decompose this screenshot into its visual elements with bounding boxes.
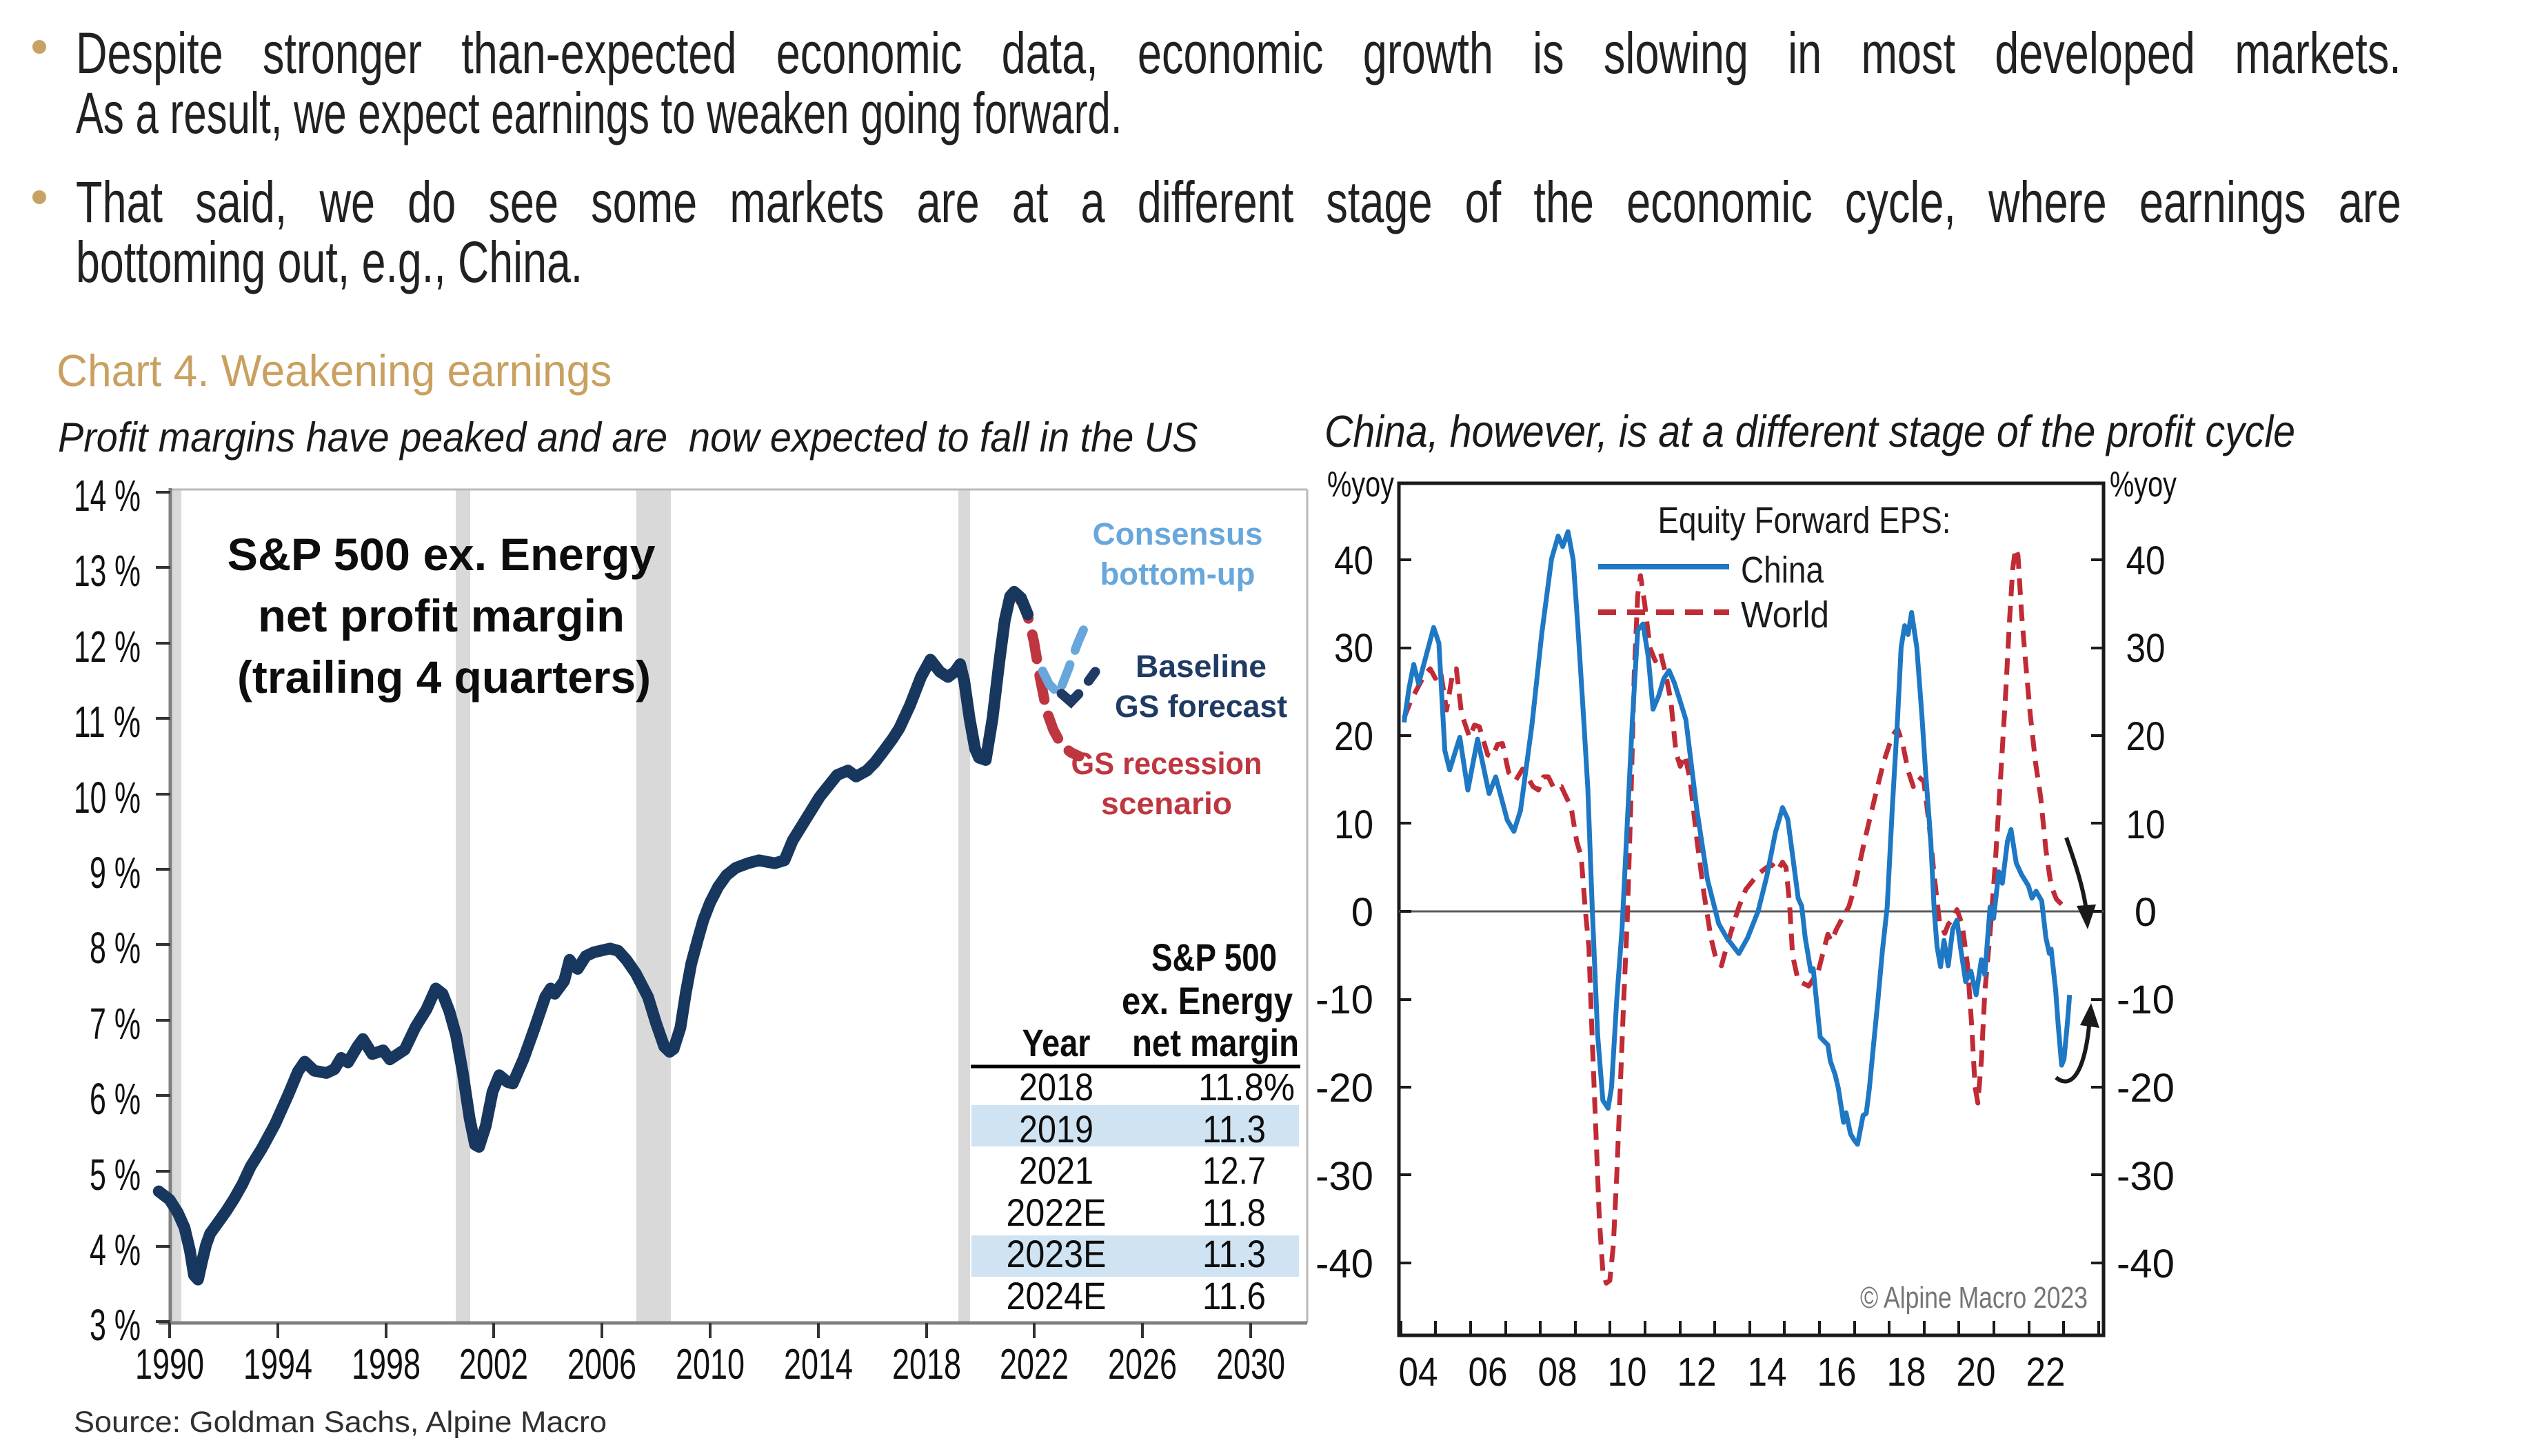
svg-text:3 %: 3 % <box>90 1300 141 1350</box>
svg-text:10: 10 <box>1334 802 1373 847</box>
svg-text:Baseline: Baseline <box>1136 649 1267 684</box>
svg-text:22: 22 <box>2026 1350 2066 1395</box>
svg-text:1994: 1994 <box>243 1341 312 1388</box>
svg-text:-10: -10 <box>2117 978 2175 1022</box>
svg-text:10: 10 <box>1608 1350 1647 1395</box>
svg-text:2026: 2026 <box>1108 1341 1177 1388</box>
svg-text:2018: 2018 <box>892 1341 961 1388</box>
svg-text:2010: 2010 <box>676 1341 745 1388</box>
svg-text:2021: 2021 <box>1019 1149 1093 1192</box>
svg-text:2002: 2002 <box>459 1341 528 1388</box>
svg-text:20: 20 <box>1334 714 1373 759</box>
svg-text:-30: -30 <box>2117 1154 2175 1199</box>
svg-text:2030: 2030 <box>1216 1341 1285 1388</box>
svg-text:10: 10 <box>2126 802 2166 847</box>
svg-text:S&P 500 ex. Energy: S&P 500 ex. Energy <box>228 529 656 580</box>
svg-text:0: 0 <box>1351 890 1373 935</box>
svg-text:scenario: scenario <box>1101 786 1232 821</box>
svg-text:04: 04 <box>1399 1350 1438 1395</box>
svg-text:GS recession: GS recession <box>1071 746 1262 781</box>
svg-text:40: 40 <box>1334 538 1373 583</box>
svg-text:7 %: 7 % <box>90 999 141 1049</box>
svg-text:2022: 2022 <box>1000 1341 1069 1388</box>
svg-text:%yoy: %yoy <box>2110 465 2177 505</box>
svg-text:ex. Energy: ex. Energy <box>1122 979 1293 1022</box>
svg-text:11.3: 11.3 <box>1202 1107 1266 1151</box>
svg-text:S&P 500: S&P 500 <box>1151 936 1277 979</box>
svg-text:0: 0 <box>2135 890 2157 935</box>
svg-text:08: 08 <box>1538 1350 1577 1395</box>
svg-text:2006: 2006 <box>567 1341 636 1388</box>
svg-text:(trailing 4 quarters): (trailing 4 quarters) <box>237 651 651 702</box>
svg-text:Year: Year <box>1022 1021 1091 1064</box>
svg-text:-30: -30 <box>1315 1154 1373 1199</box>
svg-text:10 %: 10 % <box>74 773 141 822</box>
svg-text:Consensus: Consensus <box>1093 516 1263 552</box>
svg-text:GS forecast: GS forecast <box>1115 689 1287 724</box>
svg-text:11.8%: 11.8% <box>1198 1065 1295 1109</box>
svg-text:11.6: 11.6 <box>1202 1274 1266 1317</box>
svg-text:5 %: 5 % <box>90 1150 141 1200</box>
svg-text:6 %: 6 % <box>90 1074 141 1124</box>
svg-text:World: World <box>1741 594 1829 636</box>
svg-text:net profit margin: net profit margin <box>258 590 625 641</box>
svg-text:Equity Forward EPS:: Equity Forward EPS: <box>1658 500 1951 541</box>
svg-text:20: 20 <box>2126 714 2166 759</box>
svg-text:2018: 2018 <box>1019 1065 1093 1109</box>
svg-text:-40: -40 <box>1315 1242 1373 1286</box>
svg-text:4 %: 4 % <box>90 1225 141 1275</box>
svg-text:2019: 2019 <box>1019 1107 1093 1151</box>
svg-text:14: 14 <box>1748 1350 1787 1395</box>
svg-text:-20: -20 <box>2117 1066 2175 1111</box>
svg-text:© Alpine Macro 2023: © Alpine Macro 2023 <box>1860 1281 2088 1315</box>
svg-text:1990: 1990 <box>135 1341 204 1388</box>
svg-text:30: 30 <box>1334 626 1373 671</box>
svg-text:2024E: 2024E <box>1007 1274 1107 1317</box>
svg-text:1998: 1998 <box>352 1341 421 1388</box>
svg-text:-20: -20 <box>1315 1066 1373 1111</box>
svg-text:13 %: 13 % <box>74 546 141 596</box>
svg-text:-40: -40 <box>2117 1242 2175 1286</box>
svg-text:2022E: 2022E <box>1007 1191 1107 1234</box>
svg-text:2023E: 2023E <box>1007 1232 1107 1275</box>
svg-text:2014: 2014 <box>784 1341 853 1388</box>
svg-text:-10: -10 <box>1315 978 1373 1022</box>
svg-text:11.8: 11.8 <box>1202 1191 1266 1234</box>
svg-text:30: 30 <box>2126 626 2166 671</box>
svg-text:12.7: 12.7 <box>1202 1149 1266 1192</box>
svg-text:18: 18 <box>1887 1350 1926 1395</box>
svg-text:14 %: 14 % <box>74 471 141 520</box>
svg-text:China: China <box>1741 549 1824 591</box>
svg-text:%yoy: %yoy <box>1327 465 1394 505</box>
svg-text:40: 40 <box>2126 538 2166 583</box>
svg-text:12: 12 <box>1677 1350 1717 1395</box>
svg-text:11.3: 11.3 <box>1202 1232 1266 1275</box>
svg-text:net margin: net margin <box>1132 1021 1299 1064</box>
svg-text:16: 16 <box>1817 1350 1857 1395</box>
svg-text:9 %: 9 % <box>90 848 141 898</box>
svg-text:bottom-up: bottom-up <box>1100 556 1256 592</box>
svg-text:06: 06 <box>1469 1350 1508 1395</box>
svg-text:20: 20 <box>1957 1350 1996 1395</box>
svg-text:8 %: 8 % <box>90 923 141 973</box>
svg-text:12 %: 12 % <box>74 622 141 671</box>
svg-text:11 %: 11 % <box>74 697 141 747</box>
